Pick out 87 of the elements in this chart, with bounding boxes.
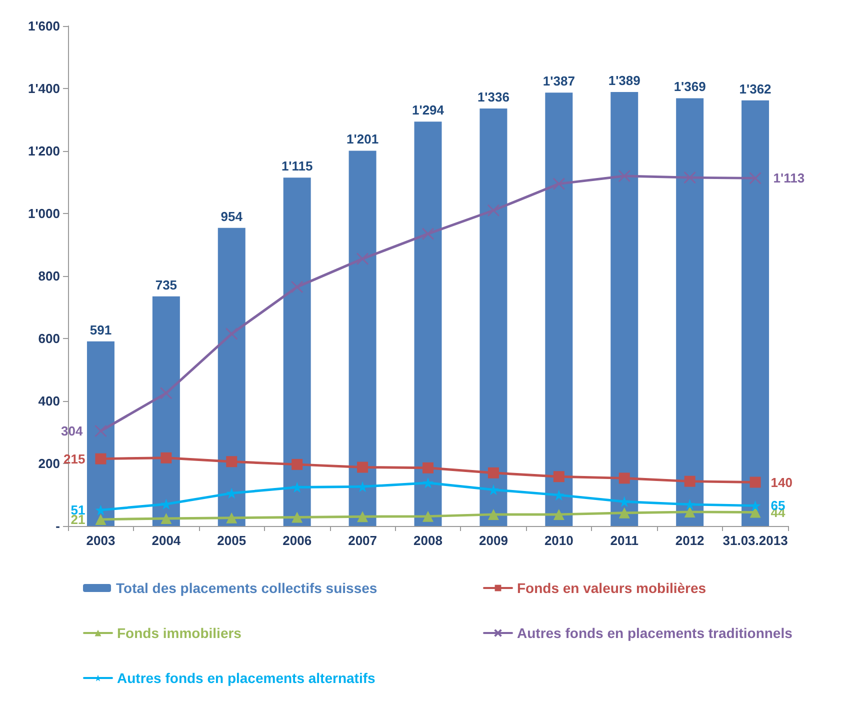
point [618, 170, 631, 182]
bar [152, 296, 180, 526]
x-tick-label: 2003 [86, 533, 116, 548]
bar [545, 92, 573, 526]
legend-label: Fonds immobiliers [117, 625, 242, 641]
x-tick-label: 2009 [478, 533, 508, 548]
point [684, 498, 696, 510]
point [684, 506, 696, 518]
point [552, 178, 566, 190]
x-tick-label: 2007 [348, 533, 378, 548]
x-tick-label: 2010 [544, 533, 574, 548]
bar [218, 228, 246, 526]
data-label: 1'115 [281, 158, 313, 174]
point [356, 252, 369, 266]
bar [676, 98, 704, 526]
y-tick-label: 200 [38, 456, 60, 471]
data-label: 735 [155, 277, 178, 292]
x-tick-label: 2012 [675, 533, 704, 548]
point [160, 513, 172, 524]
point [487, 204, 500, 217]
point [226, 512, 238, 524]
point [618, 507, 630, 518]
x-tick-label: 31.03.2013 [722, 533, 788, 548]
point [357, 511, 368, 522]
bar [414, 122, 442, 526]
y-tick-label: 800 [38, 268, 60, 284]
bar [610, 92, 638, 526]
point [684, 171, 696, 184]
point [226, 488, 238, 499]
point [357, 481, 368, 492]
legend-label: Autres fonds en placements alternatifs [117, 670, 376, 686]
bar [283, 178, 311, 526]
bar [742, 100, 770, 526]
legend-label: Total des placements collectifs suisses [116, 580, 378, 596]
y-tick-label: 1'400 [28, 81, 60, 96]
y-tick-label: 1'000 [28, 206, 60, 221]
point [422, 510, 434, 522]
x-tick-label: 2006 [282, 533, 312, 548]
y-tick-label: 600 [38, 331, 60, 346]
x-tick-label: 2005 [217, 533, 246, 548]
y-tick-label: 1'200 [28, 144, 60, 158]
point [488, 508, 499, 520]
point [422, 462, 434, 474]
data-label: 1'389 [608, 72, 640, 88]
legend-label: Autres fonds en placements traditionnels [517, 625, 793, 641]
point [488, 467, 499, 478]
point [553, 471, 564, 482]
data-label: 954 [220, 208, 244, 224]
bar [480, 108, 508, 526]
point [422, 477, 434, 488]
data-label: 1'294 [412, 102, 445, 118]
x-tick-label: 2008 [414, 533, 442, 548]
point [225, 328, 238, 340]
point [95, 453, 106, 464]
point [292, 458, 303, 470]
legend-label: Fonds en valeurs mobilières [517, 580, 706, 596]
data-label: 140 [770, 474, 792, 490]
data-label: 1'113 [773, 170, 805, 186]
point [749, 172, 762, 184]
point [553, 508, 564, 520]
data-label: 1'369 [674, 79, 706, 94]
point [618, 472, 630, 484]
x-tick-label: 2004 [152, 533, 182, 548]
point [422, 228, 434, 240]
point [160, 452, 172, 464]
point [684, 476, 696, 487]
x-tick-label: 2011 [610, 533, 638, 548]
point [226, 456, 238, 468]
point [160, 386, 172, 400]
point [292, 482, 303, 493]
point [357, 462, 368, 473]
data-label: 1'362 [739, 81, 772, 96]
point [292, 512, 303, 523]
point [94, 424, 107, 438]
y-tick-label: 1'600 [28, 18, 60, 34]
data-label: 1'336 [477, 90, 510, 104]
data-label: 1'201 [346, 132, 379, 147]
point [750, 476, 761, 488]
y-tick-label: - [56, 518, 60, 534]
y-tick-label: 400 [38, 394, 60, 408]
point [750, 500, 761, 512]
data-label: 591 [90, 322, 112, 338]
bar [348, 150, 376, 526]
bar [86, 341, 114, 526]
data-label: 1'387 [542, 74, 575, 89]
point [290, 280, 304, 294]
point [95, 514, 106, 525]
